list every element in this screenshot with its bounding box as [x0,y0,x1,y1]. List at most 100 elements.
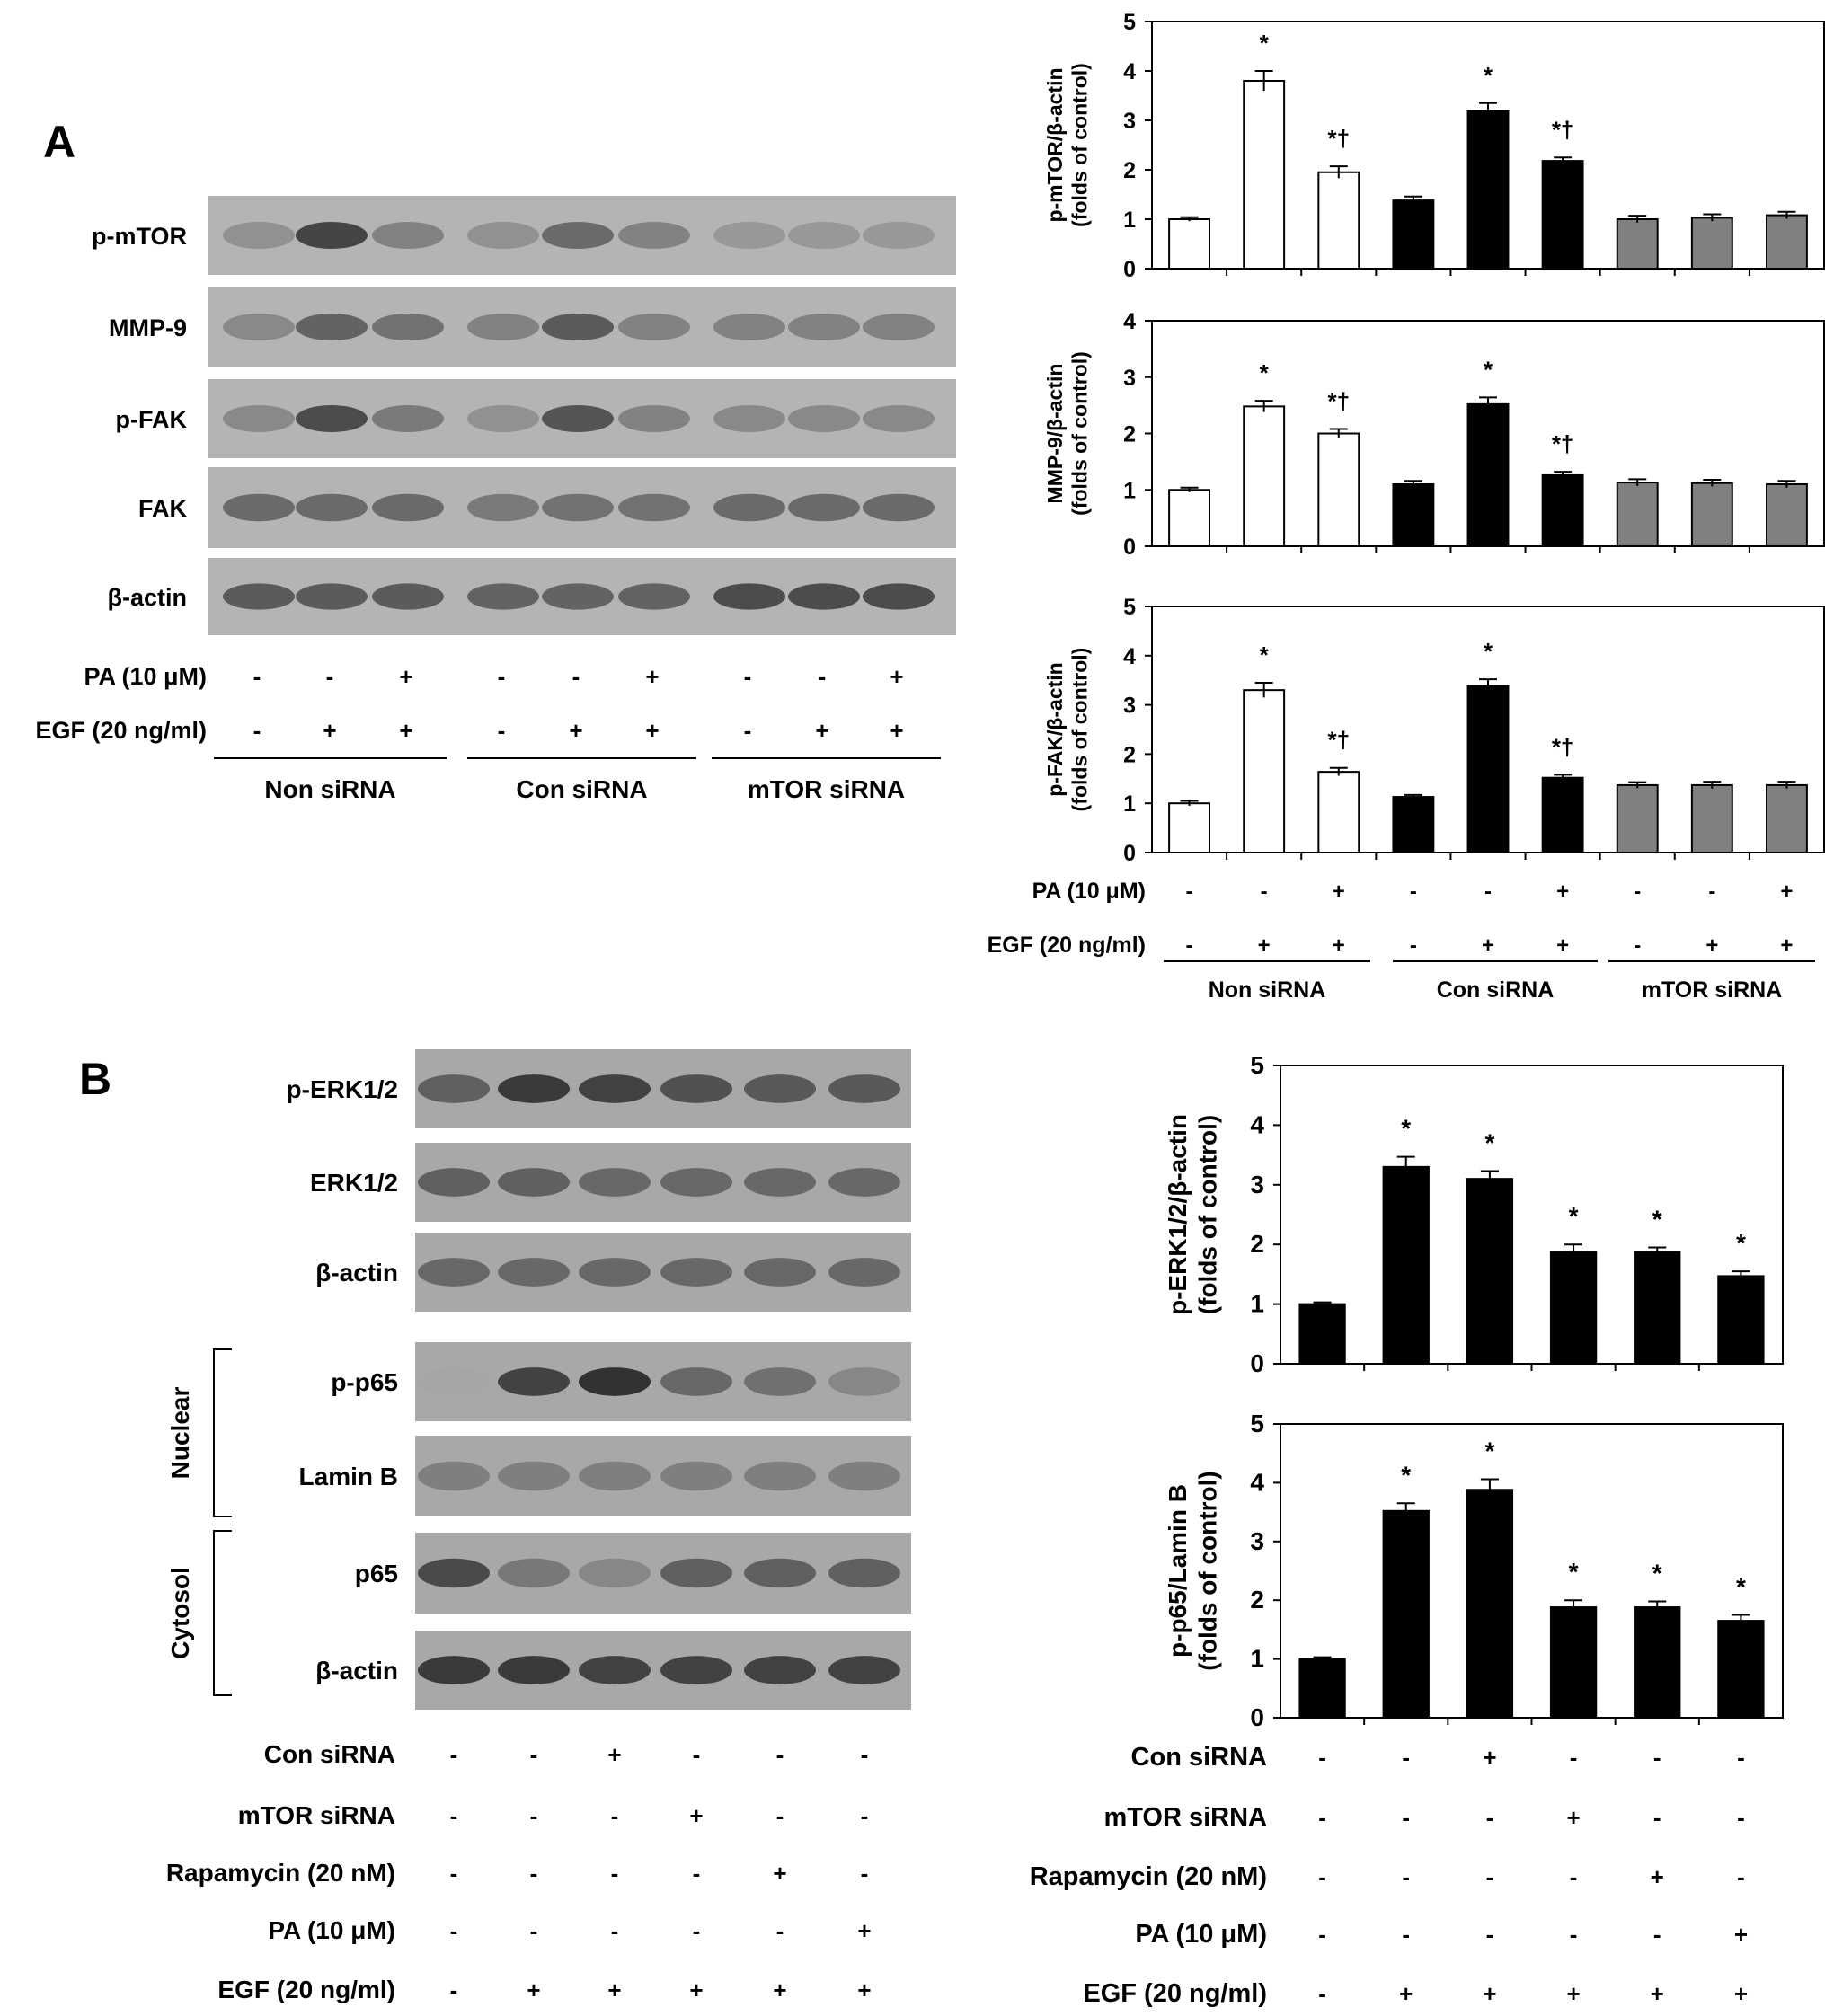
y-tick-label: 1 [1250,1645,1264,1673]
significance-mark: * [1484,1437,1494,1464]
treatment-sign: + [773,1860,786,1887]
y-tick-label: 4 [1123,59,1136,84]
chart-treatment-sign: + [1399,1980,1413,2007]
chart-group-label-con-sirna: Con siRNA [1437,977,1555,1003]
blot-band-actin-lane-2 [498,1258,570,1287]
chart-group-label-mtor-sirna: mTOR siRNA [1642,977,1783,1003]
chart-treatment-sign: - [1484,880,1492,904]
treatment-sign: + [689,1802,703,1829]
chart-treatment-sign: + [1566,1980,1580,2007]
y-tick-label: 3 [1123,694,1136,719]
y-tick-label: 0 [1250,1703,1264,1731]
blot-band-actin-lane-4 [660,1656,732,1684]
chart-treatment-sign: - [1653,1744,1661,1771]
bar [1541,776,1584,853]
blot-band-mmp-9-lane-7 [713,314,785,340]
treatment-sign: + [607,1741,621,1768]
blot-band-p-erk1-2-lane-3 [579,1074,651,1103]
y-tick-label: 3 [1123,109,1136,134]
bracket-cytosol [213,1530,232,1696]
bar [1243,80,1286,270]
blot-band-actin-lane-7 [713,583,785,610]
chart-treatment-sign: - [1486,1804,1494,1831]
blot-band-fak-lane-5 [542,493,614,522]
bar [1317,771,1360,853]
blot-band-actin-lane-3 [579,1258,651,1287]
bar [1243,689,1286,853]
blot-band-mmp-9-lane-6 [618,314,690,340]
group-label-mtor-sirna: mTOR siRNA [748,775,905,803]
chart-treatment-sign: - [1653,1804,1661,1831]
bar [1616,218,1659,270]
treatment-sign: + [645,663,659,690]
blot-band-p-fak-lane-8 [788,405,860,432]
y-tick-label: 0 [1123,841,1136,866]
group-label-non-sirna: Non siRNA [264,775,395,803]
chart-treatment-sign: + [1258,933,1271,958]
blot-band-p-mtor-lane-4 [467,222,539,249]
blot-band-p-erk1-2-lane-5 [744,1074,816,1103]
chart-frame [1280,1423,1784,1719]
bar [1549,1251,1598,1365]
blot-band-actin-lane-3 [579,1656,651,1684]
treatment-label-con-sirna: Con siRNA [264,1740,395,1768]
blot-band-p65-lane-6 [828,1558,900,1588]
treatment-sign: - [530,1917,538,1944]
bar [1466,685,1510,853]
bar [1382,1509,1430,1719]
y-axis-label-line-1: p-ERK1/2/β-actin [1164,1114,1192,1315]
blot-band-actin-lane-5 [744,1656,816,1684]
chart-treatment-sign: - [1708,880,1715,904]
y-tick-label: 4 [1123,309,1136,334]
bar [1168,489,1210,547]
chart-treatment-sign: + [1333,880,1345,904]
treatment-sign: + [815,717,828,744]
blot-band-actin-lane-4 [660,1258,732,1287]
blot-band-p-p65-lane-1 [418,1367,490,1396]
treatment-sign: + [399,717,412,744]
chart-treatment-label-egf-20-ng-ml: EGF (20 ng/ml) [1083,1979,1267,2008]
blot-band-fak-lane-2 [296,493,368,522]
blot-label-p-erk1-2: p-ERK1/2 [287,1075,398,1103]
chart-treatment-sign: - [1634,880,1641,904]
bar [1392,796,1435,853]
treatment-sign: - [861,1860,869,1887]
blot-band-lamin-b-lane-2 [498,1461,570,1491]
blot-band-p-fak-lane-2 [296,405,368,432]
treatment-sign: - [819,663,827,690]
chart-treatment-sign: + [1780,933,1793,958]
y-axis-label-line-2: (folds of control) [1068,648,1092,812]
treatment-label-egf-20-ng-ml: EGF (20 ng/ml) [35,717,207,744]
treatment-label-pa-10-m: PA (10 μM) [84,663,207,690]
significance-mark: * [1401,1461,1411,1489]
bar [1717,1620,1765,1719]
y-tick-label: 1 [1123,791,1136,817]
y-tick-label: 2 [1123,742,1136,767]
chart-treatment-sign: - [1653,1921,1661,1948]
blot-band-p-erk1-2-lane-2 [498,1074,570,1103]
blot-band-lamin-b-lane-1 [418,1461,490,1491]
blot-band-mmp-9-lane-2 [296,314,368,340]
significance-mark: * [1484,356,1493,383]
bar [1317,432,1360,547]
treatment-sign: - [861,1802,869,1829]
treatment-sign: + [527,1976,540,2003]
blot-band-actin-lane-8 [788,583,860,610]
treatment-sign: - [693,1860,701,1887]
blot-band-actin-lane-1 [223,583,295,610]
y-tick-label: 1 [1123,208,1136,233]
blot-band-fak-lane-1 [223,493,295,522]
blot-band-p-erk1-2-lane-1 [418,1074,490,1103]
chart-treatment-sign: + [1483,1980,1496,2007]
significance-mark: * [1484,62,1493,89]
chart-treatment-sign: + [1705,933,1718,958]
bar [1616,783,1659,854]
blot-band-actin-lane-6 [618,583,690,610]
chart-treatment-sign: - [1402,1804,1410,1831]
y-axis-label: p-ERK1/2/β-actin(folds of control) [1164,1114,1222,1315]
blot-label-p-p65: p-p65 [331,1368,398,1396]
y-tick-label: 5 [1123,10,1136,35]
chart-treatment-sign: - [1737,1863,1745,1890]
